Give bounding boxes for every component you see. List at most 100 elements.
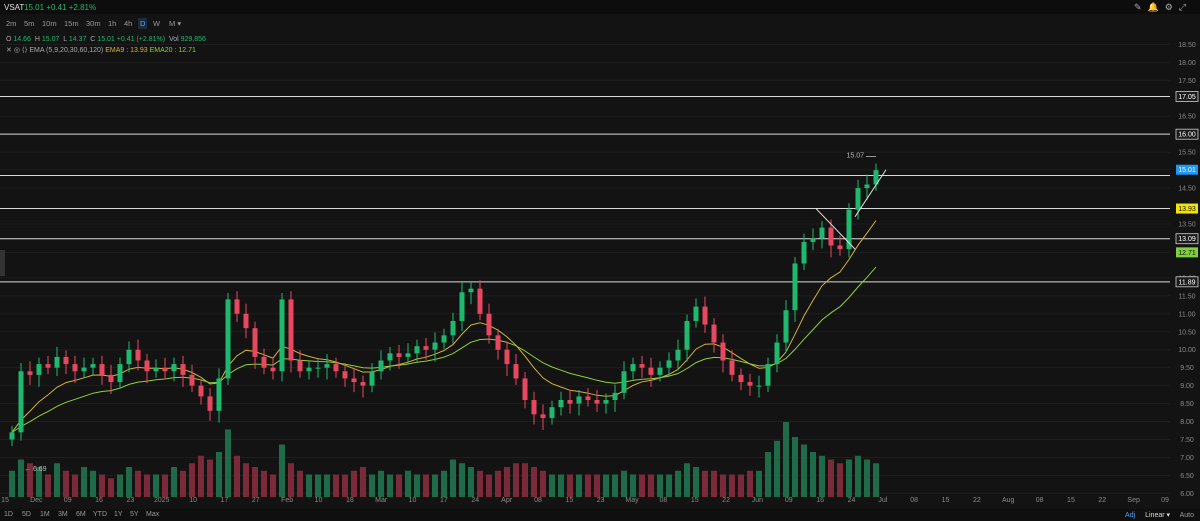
ohlc-legend: O 14.66 H 15.07 L 14.37 C 15.01 +0.41 (+… xyxy=(6,36,206,43)
volume-bar xyxy=(261,470,267,497)
adj-toggle[interactable]: Adj xyxy=(1125,512,1136,519)
time-tick-label: 18 xyxy=(346,497,354,504)
candle-body xyxy=(126,349,132,365)
candle-body xyxy=(756,385,762,387)
price-label: 13.93 xyxy=(1178,206,1196,213)
candle-body xyxy=(261,356,267,368)
volume-bar xyxy=(180,470,186,497)
volume-bar xyxy=(198,455,204,497)
eye-icon[interactable]: ◎ xyxy=(13,47,20,54)
candle-body xyxy=(9,432,15,440)
settings-icon[interactable]: ⚙ xyxy=(1164,2,1179,12)
range-1M[interactable]: 1M xyxy=(40,511,50,518)
price-tick-label: 16.50 xyxy=(1178,114,1196,121)
volume-bar xyxy=(486,474,492,497)
volume-bar xyxy=(684,463,690,497)
volume-bar xyxy=(855,455,861,497)
candle-body xyxy=(297,360,303,372)
timeframe-4h[interactable]: 4h xyxy=(124,19,133,28)
range-6M[interactable]: 6M xyxy=(76,511,86,518)
time-axis: 15 Dec 09 16 23 2025 10 17 27 Feb 10 18 Mar 10 17 24 Apr… xyxy=(1,497,1169,504)
volume-bar xyxy=(342,474,348,497)
volume-bar xyxy=(36,467,42,497)
axis-background xyxy=(1172,30,1200,497)
scale-controls: Adj Linear ▾ Auto xyxy=(1125,511,1194,519)
candle-body xyxy=(423,346,429,350)
volume-bar xyxy=(495,470,501,497)
auto-toggle[interactable]: Auto xyxy=(1179,512,1194,519)
candle-body xyxy=(477,288,483,314)
volume-bar xyxy=(207,459,213,497)
collapse-icon[interactable]: ✕ xyxy=(6,47,12,54)
ema-params[interactable]: EMA (5,9,20,30,60,120) xyxy=(29,47,104,54)
volume-bar xyxy=(801,444,807,497)
range-1Y[interactable]: 1Y xyxy=(114,511,123,518)
candle-body xyxy=(459,292,465,321)
candle-body xyxy=(783,310,789,343)
price-label-box xyxy=(1175,233,1199,245)
volume-bar xyxy=(99,474,105,497)
candle-body xyxy=(414,346,420,354)
scale-select[interactable]: Linear ▾ xyxy=(1145,512,1171,519)
ema20-value: EMA20 : 12.71 xyxy=(149,47,196,54)
candle-body xyxy=(585,396,591,401)
price-label: 11.89 xyxy=(1179,279,1196,286)
volume-bar xyxy=(738,474,744,497)
candle-body xyxy=(603,400,609,404)
candle-body xyxy=(819,227,825,239)
expand-icon[interactable]: ⤢ xyxy=(1178,2,1192,12)
time-tick-label: 10 xyxy=(315,497,323,504)
volume-bar xyxy=(387,474,393,497)
volume-bar xyxy=(432,474,438,497)
range-5D[interactable]: 5D xyxy=(22,511,31,518)
code-icon[interactable]: ⟨⟩ xyxy=(21,47,28,54)
volume-label: Vol xyxy=(168,36,179,43)
range-1D[interactable]: 1D xyxy=(4,511,13,518)
volume-bar xyxy=(333,474,339,497)
volume-bar xyxy=(783,422,789,497)
volume-bar xyxy=(153,474,159,497)
chart-grid xyxy=(0,43,1170,494)
candle-body xyxy=(648,367,654,375)
timeframe-5m[interactable]: 5m xyxy=(24,19,35,28)
candle-body xyxy=(63,356,69,365)
candle-body xyxy=(666,360,672,368)
range-YTD[interactable]: YTD xyxy=(93,511,107,518)
pencil-icon[interactable]: ✎ xyxy=(1133,2,1148,12)
symbol-label[interactable]: VSAT xyxy=(4,3,25,12)
chart-annotations: 15.07 ← 6.69 xyxy=(24,153,887,473)
volume-bar xyxy=(9,470,15,497)
volume-bar xyxy=(819,455,825,497)
candle-body xyxy=(504,349,510,365)
range-Max[interactable]: Max xyxy=(146,511,160,518)
range-5Y[interactable]: 5Y xyxy=(130,511,139,518)
timeframe-15m[interactable]: 15m xyxy=(64,19,79,28)
time-tick-label: 15 xyxy=(1,497,9,504)
candle-body xyxy=(729,360,735,375)
timeframe-1h[interactable]: 1h xyxy=(108,19,117,28)
volume-bar xyxy=(279,444,285,497)
timeframe-M[interactable]: M ▾ xyxy=(169,19,182,28)
candle-body xyxy=(747,382,753,386)
high-value: 15.07 xyxy=(41,36,60,43)
price-tick-label: 8.00 xyxy=(1180,419,1194,426)
candle-body xyxy=(837,245,843,250)
volume-bar xyxy=(45,474,51,497)
candle-body xyxy=(252,328,258,357)
price-label-box xyxy=(1175,91,1199,102)
timeframe-10m[interactable]: 10m xyxy=(42,19,57,28)
timeframe-W[interactable]: W xyxy=(153,19,161,28)
bell-icon[interactable]: 🔔 xyxy=(1147,2,1165,12)
volume-bar xyxy=(297,470,303,497)
candle-body xyxy=(657,367,663,375)
timeframe-D[interactable]: D xyxy=(138,18,148,29)
time-tick-label: 23 xyxy=(597,497,605,504)
timeframe-2m[interactable]: 2m xyxy=(6,19,17,28)
range-3M[interactable]: 3M xyxy=(58,511,68,518)
candle-body xyxy=(351,378,357,383)
timeframe-30m[interactable]: 30m xyxy=(86,19,101,28)
volume-bar xyxy=(108,478,114,497)
volume-bar xyxy=(414,474,420,497)
side-panel-handle[interactable] xyxy=(0,250,5,276)
